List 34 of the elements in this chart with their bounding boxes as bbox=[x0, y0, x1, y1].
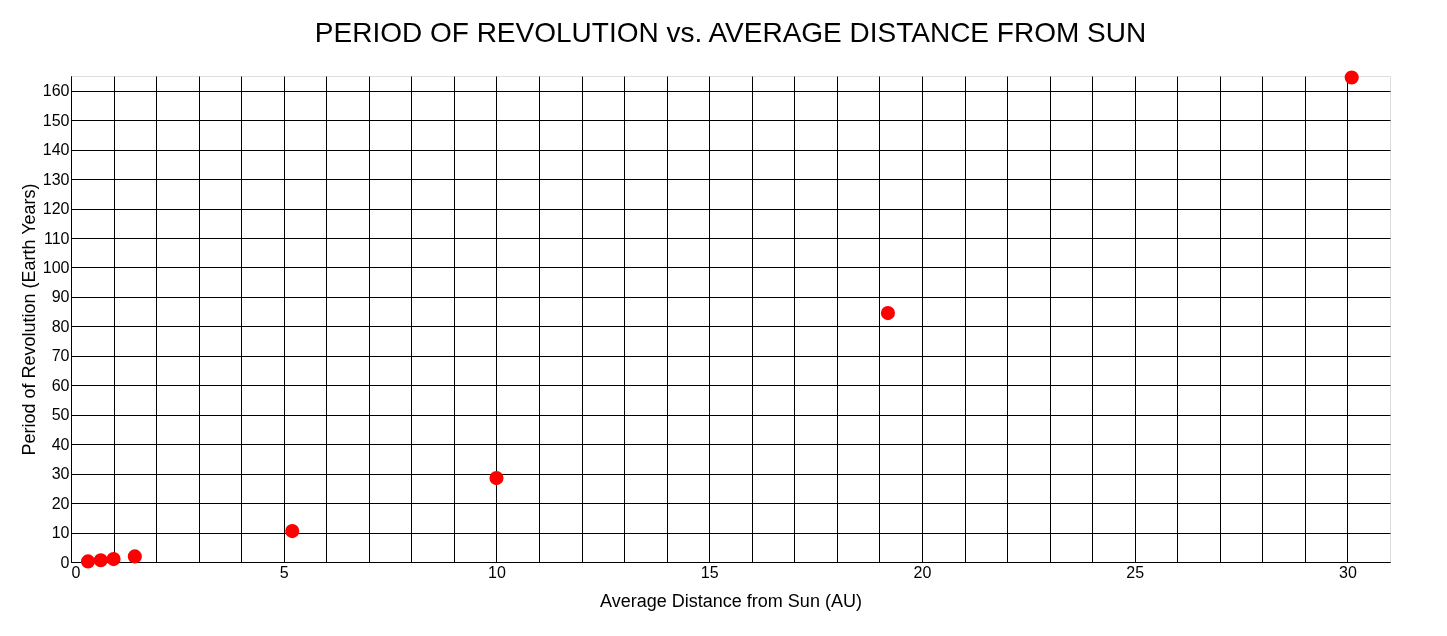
x-tick-label: 5 bbox=[279, 563, 289, 581]
y-tick-label: 140 bbox=[42, 141, 70, 159]
y-tick-label: 160 bbox=[42, 82, 70, 100]
x-axis-title: Average Distance from Sun (AU) bbox=[600, 590, 862, 611]
y-tick-label: 130 bbox=[42, 170, 70, 188]
point bbox=[127, 549, 142, 564]
chart-title: PERIOD OF REVOLUTION vs. AVERAGE DISTANCE FROM SUN bbox=[314, 17, 1147, 49]
y-tick-label: 30 bbox=[51, 465, 70, 483]
y-tick-label: 50 bbox=[51, 406, 70, 424]
y-tick-label: 70 bbox=[51, 347, 70, 365]
y-tick-label: 40 bbox=[51, 435, 70, 453]
x-tick-label: 15 bbox=[700, 563, 719, 581]
y-tick-label: 100 bbox=[42, 258, 70, 276]
y-tick-label: 20 bbox=[51, 494, 70, 512]
x-tick-label: 10 bbox=[488, 563, 506, 581]
y-tick-label: 150 bbox=[42, 111, 70, 129]
point bbox=[80, 554, 96, 569]
x-tick-label: 25 bbox=[1126, 563, 1145, 581]
point bbox=[285, 524, 300, 539]
y-tick-label: 120 bbox=[42, 200, 70, 218]
y-tick-label: 80 bbox=[51, 317, 70, 335]
y-tick-label: 10 bbox=[51, 524, 70, 542]
x-tick-label: 30 bbox=[1339, 563, 1357, 581]
point bbox=[489, 471, 504, 486]
point bbox=[880, 306, 895, 321]
y-tick-label: 110 bbox=[43, 229, 70, 247]
y-tick-label: 60 bbox=[51, 376, 70, 394]
x-tick-label: 0 bbox=[71, 563, 81, 581]
point bbox=[1344, 70, 1359, 85]
y-tick-label: 90 bbox=[51, 288, 70, 306]
point bbox=[93, 553, 108, 568]
y-axis-title: Period of Revolution (Earth Years) bbox=[18, 183, 39, 456]
point bbox=[106, 552, 121, 567]
x-tick-label: 20 bbox=[913, 563, 932, 581]
